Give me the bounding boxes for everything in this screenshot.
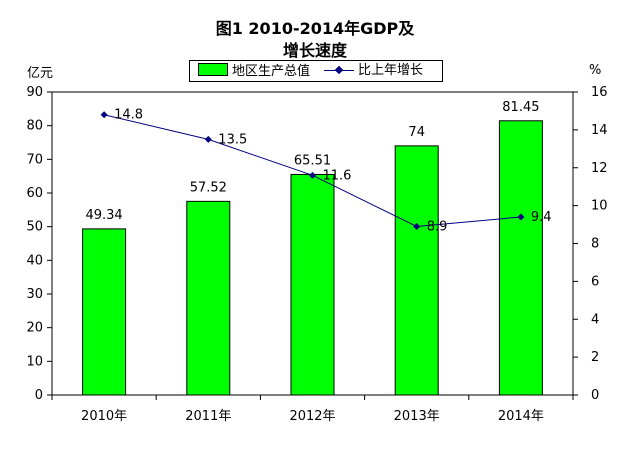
growth-rate-point (100, 111, 108, 119)
gdp-bar-value-label: 57.52 (190, 180, 227, 195)
left-axis-tick-label: 60 (26, 186, 43, 201)
left-axis-tick-label: 0 (35, 388, 43, 403)
chart-title-line1: 图1 2010-2014年GDP及 (215, 19, 415, 38)
right-axis-tick-label: 10 (591, 199, 608, 214)
left-axis-unit-label: 亿元 (27, 66, 54, 81)
chart-title-line2: 增长速度 (282, 41, 347, 60)
right-axis-tick-label: 6 (591, 274, 599, 289)
growth-rate-value-label: 8.9 (427, 219, 448, 234)
left-axis-tick-label: 30 (26, 287, 43, 302)
growth-rate-value-label: 11.6 (323, 168, 352, 183)
chart-legend: 地区生产总值 比上年增长 (189, 60, 443, 82)
x-axis-category-label: 2012年 (289, 409, 335, 424)
x-axis-category-label: 2010年 (81, 409, 127, 424)
growth-rate-point (413, 222, 421, 230)
growth-rate-point (309, 171, 316, 179)
right-axis-tick-label: 2 (591, 350, 599, 365)
left-axis-tick-label: 90 (26, 85, 43, 100)
legend-line-swatch (324, 64, 354, 76)
right-axis-tick-label: 4 (591, 312, 599, 327)
growth-rate-value-label: 13.5 (218, 132, 247, 147)
gdp-bar-value-label: 65.51 (294, 153, 331, 168)
gdp-bar (498, 120, 543, 396)
gdp-bar-value-label: 49.34 (85, 208, 122, 223)
right-axis-tick-label: 8 (591, 237, 599, 252)
growth-rate-value-label: 9.4 (531, 210, 552, 225)
x-axis-category-label: 2014年 (498, 409, 544, 424)
legend-label-gdp: 地区生产总值 (232, 64, 311, 79)
legend-bar-swatch (198, 63, 228, 76)
right-axis-unit-label: % (589, 63, 602, 78)
growth-rate-point (517, 213, 525, 221)
right-axis-tick-label: 0 (591, 388, 599, 403)
gdp-bar (394, 145, 439, 396)
right-axis-tick-label: 12 (591, 161, 608, 176)
x-axis-category-label: 2011年 (185, 409, 231, 424)
gdp-bar (186, 200, 231, 396)
left-axis-tick-label: 80 (26, 119, 43, 134)
legend-label-growth: 比上年增长 (358, 63, 424, 78)
legend-item-gdp: 地区生产总值 (198, 63, 310, 79)
right-axis-tick-label: 14 (591, 123, 608, 138)
legend-item-growth: 比上年增长 (324, 63, 423, 79)
gdp-bar (82, 228, 127, 396)
gdp-bar-value-label: 81.45 (502, 100, 539, 115)
growth-rate-value-label: 14.8 (114, 108, 143, 123)
x-axis-category-label: 2013年 (394, 409, 440, 424)
left-axis-tick-label: 40 (26, 253, 43, 268)
growth-rate-point (204, 135, 212, 143)
gdp-bar-value-label: 74 (408, 125, 425, 140)
left-axis-tick-label: 70 (26, 152, 43, 167)
left-axis-tick-label: 50 (26, 220, 43, 235)
gdp-bar (290, 173, 335, 396)
right-axis-tick-label: 16 (591, 85, 608, 100)
left-axis-tick-label: 10 (26, 354, 43, 369)
left-axis-tick-label: 20 (26, 321, 43, 336)
